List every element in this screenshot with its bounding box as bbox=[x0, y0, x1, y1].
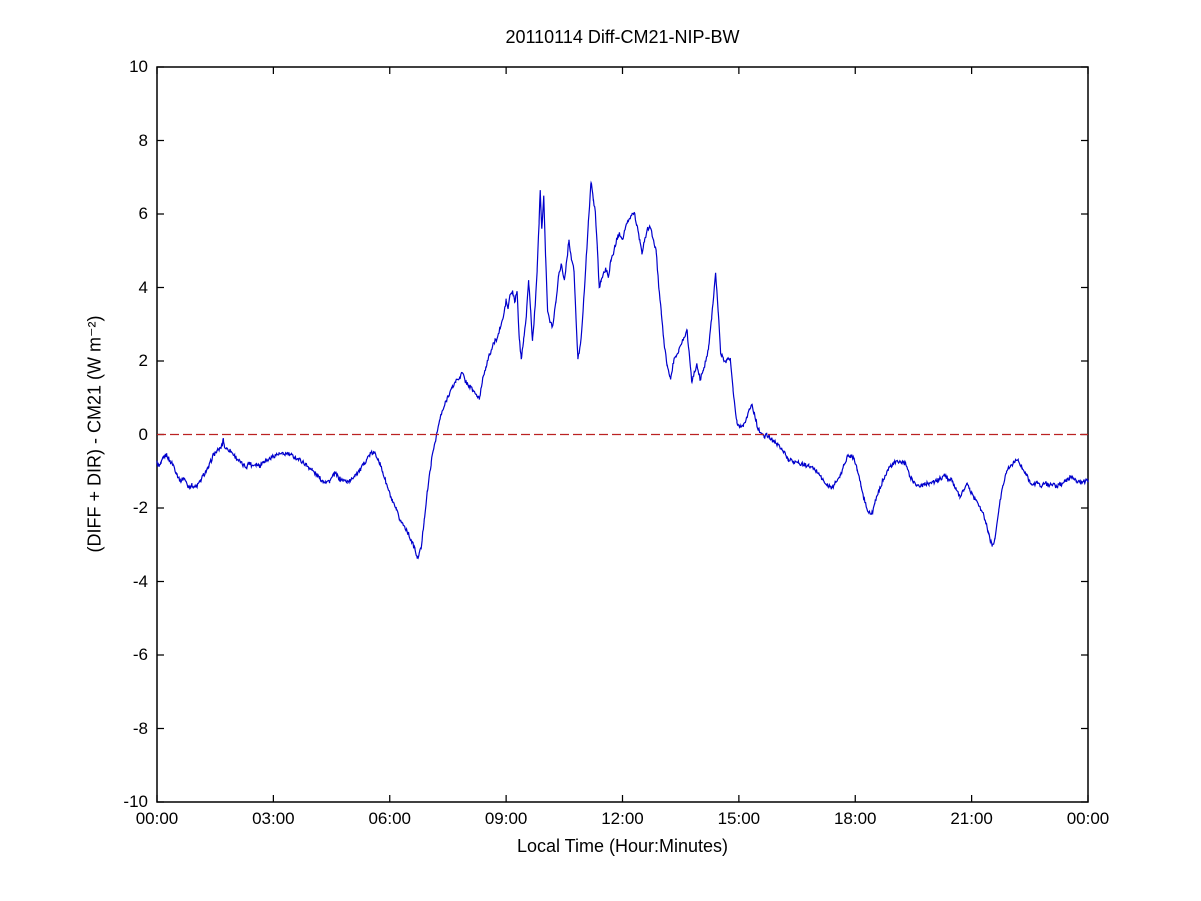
x-tick-label: 00:00 bbox=[135, 809, 179, 828]
chart-title: 20110114 Diff-CM21-NIP-BW bbox=[505, 27, 740, 47]
y-tick-label: -8 bbox=[132, 718, 148, 738]
x-tick-label: 18:00 bbox=[833, 809, 877, 828]
y-tick-label: -2 bbox=[132, 498, 148, 517]
y-tick-label: -4 bbox=[132, 571, 148, 591]
y-tick-label: -6 bbox=[132, 645, 148, 664]
y-tick-label: 8 bbox=[138, 130, 148, 150]
x-tick-label: 00:00 bbox=[1066, 809, 1110, 828]
series-diff-cm21-nip-bw-difference bbox=[156, 180, 1089, 560]
y-tick-label: 0 bbox=[138, 424, 148, 444]
x-tick-label: 09:00 bbox=[484, 809, 528, 828]
x-axis-label: Local Time (Hour:Minutes) bbox=[516, 836, 729, 856]
x-tick-label: 12:00 bbox=[601, 809, 644, 828]
x-tick-label: 06:00 bbox=[368, 809, 412, 828]
x-tick-label: 21:00 bbox=[950, 809, 993, 828]
x-tick-label: 03:00 bbox=[252, 809, 295, 828]
axis-box bbox=[156, 66, 1089, 803]
y-tick-label: 2 bbox=[138, 351, 148, 370]
y-tick-label: 4 bbox=[138, 277, 148, 297]
y-tick-label: 10 bbox=[129, 57, 148, 76]
x-tick-label: 15:00 bbox=[717, 809, 761, 828]
y-tick-label: -10 bbox=[123, 792, 148, 811]
y-tick-label: 6 bbox=[138, 204, 148, 223]
